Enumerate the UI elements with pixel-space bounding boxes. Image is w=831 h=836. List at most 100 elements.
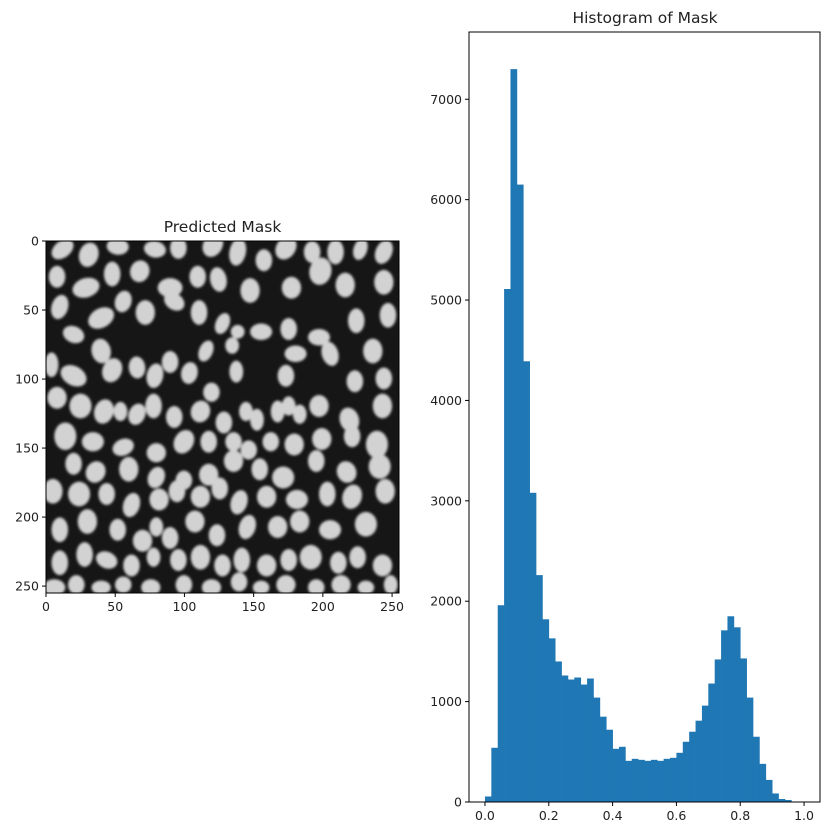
nucleus-blob <box>93 399 114 424</box>
histogram-bar <box>708 683 716 802</box>
histogram-bar <box>555 661 562 802</box>
histogram-bar <box>574 677 582 802</box>
nucleus-blob <box>319 520 342 540</box>
nucleus-blob <box>252 580 270 593</box>
nucleus-blob <box>78 242 99 267</box>
nucleus-blob <box>285 489 308 510</box>
nucleus-blob <box>145 393 162 419</box>
nucleus-blob <box>161 527 179 549</box>
mask-nuclei <box>46 241 398 593</box>
histogram-bar <box>714 659 722 802</box>
nucleus-blob <box>170 549 187 571</box>
nucleus-blob <box>189 265 206 288</box>
nucleus-blob <box>135 300 155 325</box>
histogram-bar <box>606 729 613 802</box>
x-tick-label: 100 <box>173 599 197 614</box>
x-tick-label: 200 <box>311 599 335 614</box>
nucleus-blob <box>85 461 106 483</box>
histogram-bar <box>638 759 645 802</box>
nucleus-blob <box>223 450 244 472</box>
histogram-bar <box>542 619 550 802</box>
histogram-panel: Histogram of Mask 0.0 0.2 0.4 0.6 0.8 1.0 0 10… <box>430 9 821 823</box>
nucleus-blob <box>146 363 164 388</box>
nucleus-blob <box>114 290 132 313</box>
x-tick-label: 0.6 <box>666 808 686 823</box>
nucleus-blob <box>165 406 183 428</box>
nucleus-blob <box>168 480 186 503</box>
nucleus-blob <box>190 300 208 325</box>
y-tick-label: 250 <box>15 579 39 594</box>
nucleus-blob <box>69 393 92 419</box>
nucleus-blob <box>114 576 132 593</box>
histogram-bar <box>567 679 575 802</box>
nucleus-blob <box>149 488 169 511</box>
nucleus-blob <box>211 477 229 500</box>
nucleus-blob <box>256 485 277 508</box>
nucleus-blob <box>262 432 280 452</box>
nucleus-blob <box>319 481 336 507</box>
nucleus-blob <box>65 452 82 475</box>
histogram-bar <box>778 798 786 802</box>
nucleus-blob <box>190 485 211 508</box>
nucleus-blob <box>309 395 329 417</box>
histogram-bar <box>740 658 747 802</box>
y-tick-label: 150 <box>15 441 39 456</box>
histogram-bar <box>510 69 518 803</box>
nucleus-blob <box>347 308 365 334</box>
histogram-bar <box>657 760 664 802</box>
nucleus-blob <box>365 430 388 459</box>
nucleus-blob <box>91 580 111 593</box>
y-tick-label: 3000 <box>430 493 462 508</box>
histogram-bar <box>529 492 537 802</box>
nucleus-blob <box>290 510 310 533</box>
y-tick-label: 6000 <box>430 192 462 207</box>
histogram-bar <box>689 731 696 802</box>
nucleus-blob <box>255 249 273 272</box>
nucleus-blob <box>280 318 297 340</box>
histogram-bar <box>484 796 492 802</box>
nucleus-blob <box>119 456 139 482</box>
nucleus-blob <box>147 466 166 489</box>
nucleus-blob <box>132 529 153 552</box>
y-tick-label: 0 <box>31 234 39 249</box>
histogram-bar <box>561 675 569 802</box>
histogram-bar <box>618 746 626 802</box>
x-tick-label: 250 <box>380 599 404 614</box>
histogram-title: Histogram of Mask <box>572 9 717 27</box>
histogram-bar <box>625 760 633 802</box>
nucleus-blob <box>336 461 357 483</box>
x-tick-label: 0 <box>42 599 50 614</box>
histogram-bars <box>484 69 799 803</box>
predicted-mask-title: Predicted Mask <box>164 218 282 236</box>
nucleus-blob <box>270 400 285 423</box>
nucleus-blob <box>281 396 296 416</box>
histogram-bar <box>593 697 601 802</box>
nucleus-blob <box>113 401 128 422</box>
nucleus-blob <box>209 267 227 292</box>
nucleus-blob <box>122 492 141 518</box>
nucleus-blob <box>46 352 59 378</box>
x-tick-label: 0.2 <box>539 808 559 823</box>
histogram-bar <box>523 361 530 802</box>
histogram-x-axis: 0.0 0.2 0.4 0.6 0.8 1.0 <box>475 802 814 823</box>
y-tick-label: 0 <box>454 795 462 810</box>
nucleus-blob <box>146 443 166 463</box>
nucleus-blob <box>128 356 146 379</box>
nucleus-blob <box>275 241 297 260</box>
nucleus-blob <box>60 365 87 387</box>
mask-image-frame <box>45 240 400 594</box>
nucleus-blob <box>268 516 288 538</box>
nucleus-blob <box>368 454 391 479</box>
nucleus-blob <box>51 294 69 320</box>
histogram-bar <box>650 759 658 802</box>
x-tick-label: 0.4 <box>603 808 623 823</box>
nucleus-blob <box>46 579 66 593</box>
nucleus-blob <box>106 241 129 255</box>
histogram-bar <box>548 638 556 802</box>
nucleus-blob <box>170 241 187 259</box>
nucleus-blob <box>164 292 185 311</box>
nucleus-blob <box>357 580 375 593</box>
histogram-bar <box>733 627 741 802</box>
nucleus-blob <box>215 411 233 434</box>
nucleus-blob <box>307 579 325 593</box>
